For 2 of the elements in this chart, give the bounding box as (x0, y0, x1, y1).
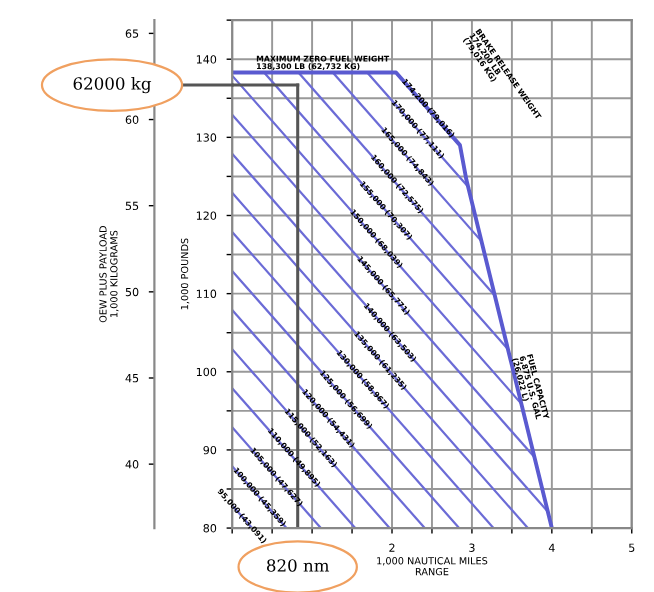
ref-line-label: 820 nm (266, 559, 330, 572)
ref-line-label: 62000 kg (73, 76, 152, 94)
